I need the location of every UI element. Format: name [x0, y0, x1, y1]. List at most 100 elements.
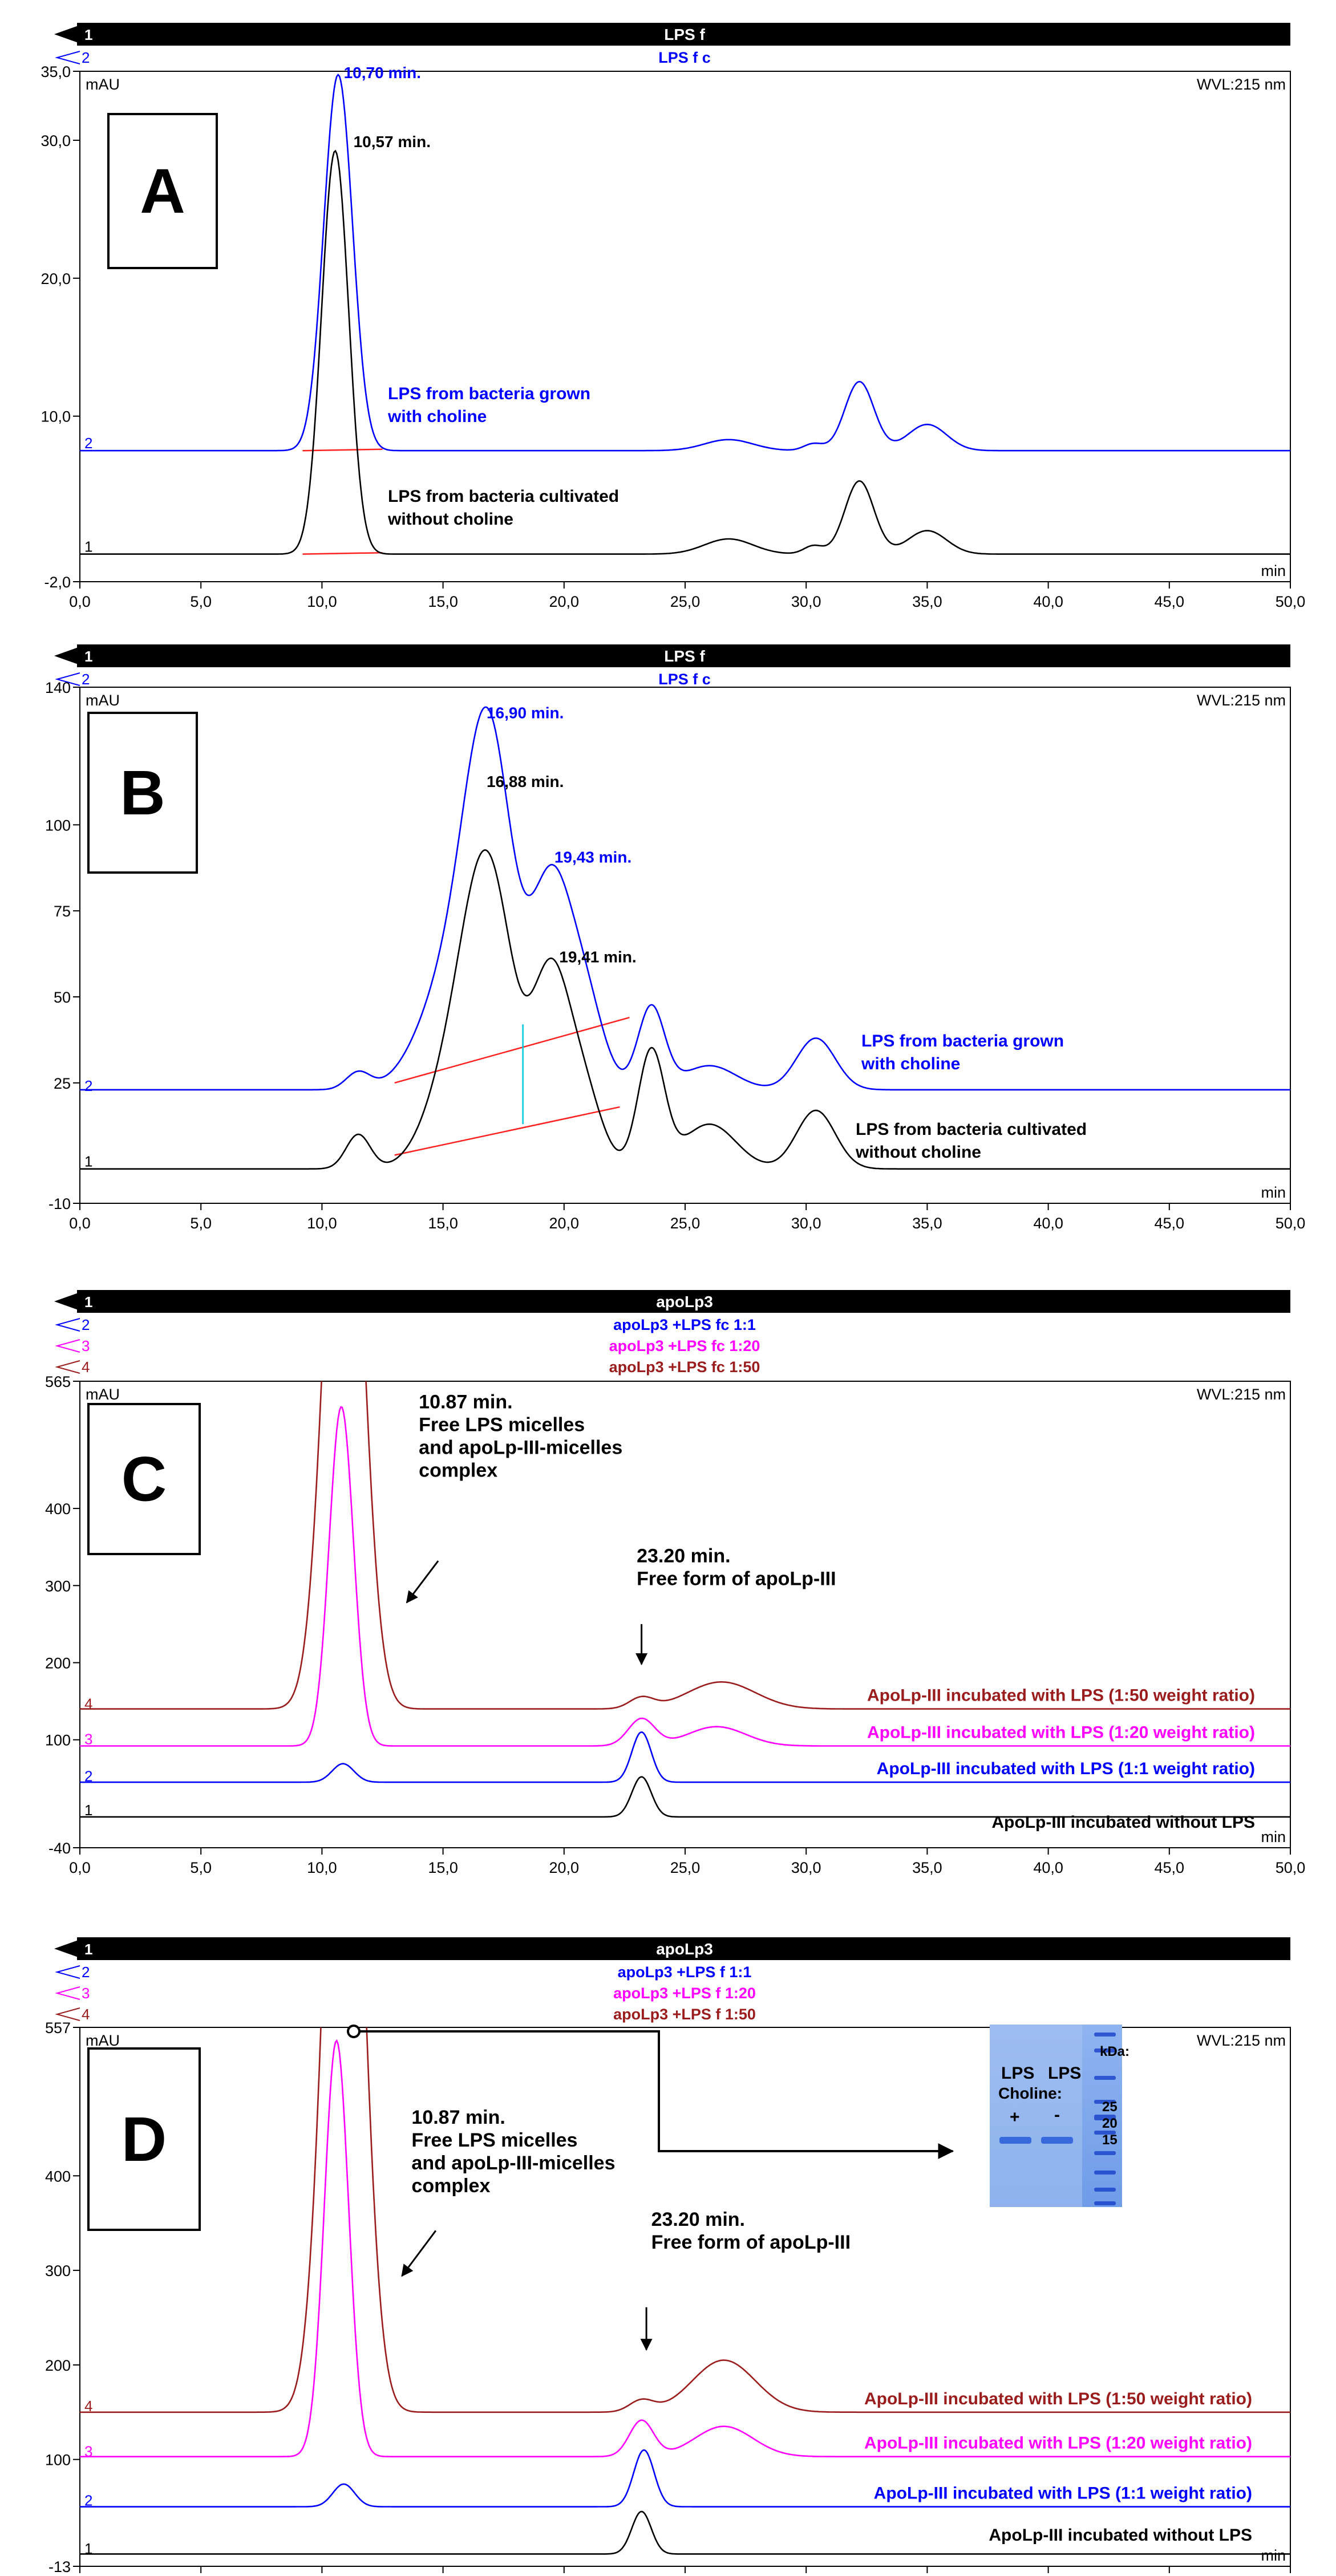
x-tick-label: 0,0: [69, 593, 91, 610]
y-axis-unit: mAU: [86, 2032, 120, 2049]
ladder-band: [1094, 2171, 1116, 2175]
header-arrow-icon: [54, 1292, 80, 1311]
x-tick-label: 50,0: [1276, 1859, 1306, 1876]
trace-number-label: 1: [84, 2540, 92, 2557]
trace-header-bar: 1 apoLp3: [54, 1937, 1290, 1960]
trace-description-line: with choline: [861, 1054, 960, 1073]
x-tick-label: 15,0: [428, 593, 458, 610]
peak-marker-icon: [347, 2025, 361, 2038]
overlay-trace-number: 2: [82, 671, 90, 688]
annotation-note-line: Free form of apoLp-III: [637, 1568, 836, 1590]
x-tick-label: 40,0: [1033, 1215, 1063, 1232]
trace-number-label: 2: [84, 2492, 92, 2509]
x-tick-label: 45,0: [1155, 1859, 1185, 1876]
x-tick-label: 25,0: [670, 1859, 701, 1876]
integration-baseline: [302, 551, 383, 555]
trace-description: ApoLp-III incubated with LPS (1:50 weigh…: [867, 1686, 1255, 1705]
trace-line-4: [80, 2027, 1290, 2413]
trace-line-3: [80, 2039, 1290, 2457]
trace-line-2: [80, 706, 1290, 1091]
gel-sample-area: [990, 2025, 1082, 2207]
x-tick-label: 5,0: [190, 593, 212, 610]
header-title: LPS f: [664, 26, 705, 43]
annotation-note-line: and apoLp-III-micelles: [419, 1437, 622, 1458]
annotation-arrow: [401, 2230, 437, 2277]
trace-description-line: LPS from bacteria grown: [861, 1032, 1064, 1050]
ladder-band: [1094, 2201, 1116, 2205]
y-axis-unit: mAU: [86, 76, 120, 93]
trace-line-1: [80, 149, 1290, 555]
trace-line-4: [80, 1381, 1290, 1710]
trace-number-label: 4: [84, 1695, 92, 1713]
trace-description-line: ApoLp-III incubated with LPS (1:50 weigh…: [867, 1686, 1255, 1705]
plot-area: [80, 1381, 1290, 1818]
trace-description-line: ApoLp-III incubated without LPS: [989, 2526, 1252, 2545]
overlay-trace-number: 2: [82, 49, 90, 66]
peak-retention-label: 19,41 min.: [559, 948, 636, 966]
plot-frame: [79, 71, 1291, 582]
annotation-note-line: 23.20 min.: [637, 1545, 730, 1567]
ladder-band: [1094, 2131, 1116, 2135]
trace-description-line: ApoLp-III incubated with LPS (1:20 weigh…: [864, 2434, 1252, 2453]
overlay-trace-name: apoLp3 +LPS fc 1:1: [613, 1316, 756, 1333]
x-tick-label: 20,0: [549, 1215, 580, 1232]
trace-line-1: [80, 2510, 1290, 2555]
trace-description: ApoLp-III incubated with LPS (1:20 weigh…: [867, 1723, 1255, 1742]
x-tick-label: 50,0: [1276, 593, 1306, 610]
header-arrow-icon: [54, 25, 80, 43]
plot-area: [80, 706, 1290, 1170]
annotation-note-line: complex: [419, 1459, 497, 1481]
y-axis-unit: mAU: [86, 692, 120, 709]
wavelength-label: WVL:215 nm: [1197, 1386, 1286, 1403]
wavelength-label: WVL:215 nm: [1197, 692, 1286, 709]
x-tick-label: 15,0: [428, 1215, 458, 1232]
trace-description: ApoLp-III incubated with LPS (1:50 weigh…: [864, 2390, 1252, 2408]
gel-marker-label: 20: [1102, 2116, 1118, 2131]
overlay-arrow-icon: [55, 1965, 80, 1979]
chromatogram-panel-b: 1 LPS f 2 LPS f c mAU WVL:215 nm min 0,0 5,0 10,0…: [45, 644, 1305, 1232]
x-axis-unit: min: [1261, 2547, 1286, 2564]
gel-connector-arrow: [359, 2030, 954, 2159]
y-tick-label: 557: [45, 2019, 71, 2037]
y-tick-label: 300: [45, 2262, 71, 2279]
gel-marker-label: 25: [1102, 2099, 1118, 2115]
overlay-trace-name: apoLp3 +LPS f 1:50: [613, 2006, 756, 2023]
x-tick-label: 15,0: [428, 1859, 458, 1876]
y-tick-label: 400: [45, 2168, 71, 2185]
header-arrow-icon: [54, 647, 80, 665]
ladder-band: [1094, 2076, 1116, 2080]
y-tick-label: -13: [48, 2558, 71, 2575]
gel-choline-label: Choline:: [998, 2084, 1062, 2102]
panel-letter-box: [107, 113, 218, 269]
trace-number-label: 1: [84, 538, 92, 555]
x-tick-label: 40,0: [1033, 1859, 1063, 1876]
trace-header-bar: 1 apoLp3: [54, 1290, 1290, 1313]
header-bar-fill: [77, 1937, 1290, 1960]
x-tick-label: 10,0: [307, 1859, 337, 1876]
overlay-trace-name: LPS f c: [658, 49, 711, 66]
annotation-note-line: complex: [411, 2175, 490, 2197]
trace-description-line: ApoLp-III incubated with LPS (1:1 weight…: [877, 1759, 1255, 1778]
ladder-band: [1094, 2048, 1116, 2052]
trace-description: LPS from bacteria cultivated without chol…: [855, 1120, 1087, 1162]
overlay-trace-number: 3: [82, 1337, 90, 1354]
panel-letter-box: [87, 712, 198, 874]
x-tick-label: 10,0: [307, 593, 337, 610]
trace-description: LPS from bacteria grown with choline: [861, 1032, 1064, 1073]
y-axis-unit: mAU: [86, 1386, 120, 1403]
x-tick-label: 35,0: [912, 1859, 942, 1876]
overlay-trace-number: 4: [82, 2006, 90, 2023]
trace-line-1: [80, 849, 1290, 1170]
trace-description-line: with choline: [387, 407, 487, 426]
overlay-trace-label: 2 apoLp3 +LPS fc 1:1: [55, 1316, 756, 1333]
x-tick-label: 35,0: [912, 593, 942, 610]
integration-baseline: [394, 1106, 620, 1156]
annotation-note-line: 23.20 min.: [651, 2209, 745, 2230]
trace-description-line: without choline: [855, 1143, 981, 1162]
sample-band-minus: [1041, 2137, 1073, 2144]
gel-sign-minus: -: [1054, 2106, 1060, 2124]
overlay-arrow-icon: [55, 672, 80, 686]
overlay-trace-name: apoLp3 +LPS fc 1:50: [609, 1358, 760, 1376]
